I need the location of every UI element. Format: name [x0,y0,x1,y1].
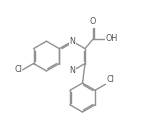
Text: O: O [90,17,96,26]
Text: N: N [69,37,75,46]
Text: N: N [69,66,75,75]
Text: Cl: Cl [106,75,114,84]
Text: Cl: Cl [14,65,22,74]
Text: OH: OH [105,34,117,43]
